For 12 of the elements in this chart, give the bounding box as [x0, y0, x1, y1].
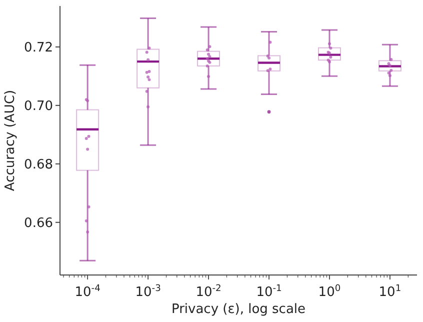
- x-tick-label: 10$^{-1}$: [256, 284, 282, 300]
- x-tick-label: 10$^{-4}$: [74, 284, 101, 300]
- x-tick-label: 10$^{-3}$: [135, 284, 162, 300]
- y-tick-label: 0.66: [24, 216, 53, 231]
- y-tick-label: 0.70: [24, 98, 53, 114]
- x-tick-label: 10$^{1}$: [378, 284, 402, 300]
- y-tick-label: 0.68: [24, 157, 53, 172]
- y-axis-title: Accuracy (AUC): [3, 90, 18, 192]
- x-tick-label: 10$^{0}$: [318, 284, 341, 300]
- x-axis-title: Privacy (ε), log scale: [171, 302, 306, 317]
- x-tick-label: 10$^{-2}$: [196, 284, 222, 300]
- y-tick-label: 0.72: [24, 40, 53, 56]
